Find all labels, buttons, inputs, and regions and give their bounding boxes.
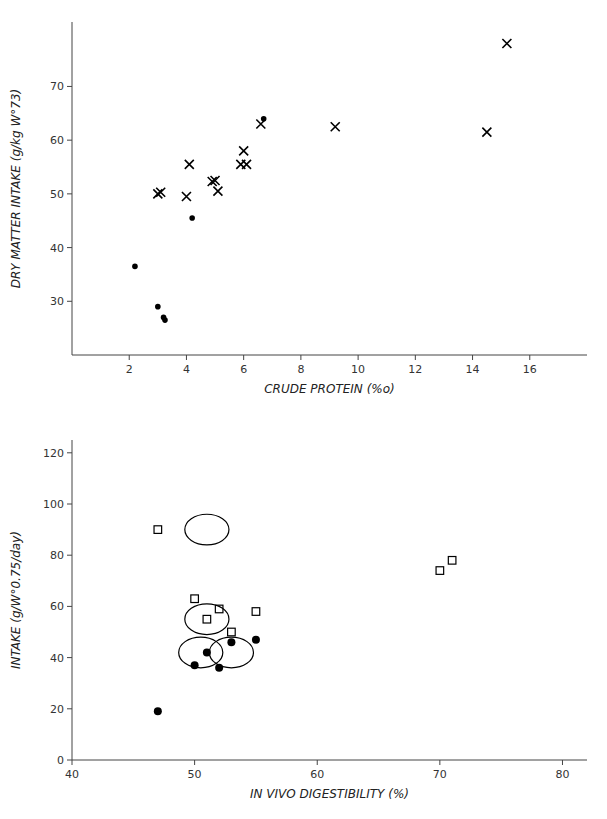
x-tick-label: 80 bbox=[555, 768, 569, 781]
circled-point bbox=[185, 514, 229, 545]
x-tick-label: 50 bbox=[188, 768, 202, 781]
x-tick bbox=[300, 355, 301, 360]
y-axis-label: INTAKE (g/W°0.75/day) bbox=[9, 531, 23, 669]
x-tick-label: 10 bbox=[351, 363, 365, 376]
x-axis-line bbox=[72, 355, 587, 356]
point bbox=[211, 176, 220, 185]
y-axis-label: DRY MATTER INTAKE (g/kg W°73) bbox=[9, 89, 23, 289]
x-axis-label: CRUDE PROTEIN (%o) bbox=[264, 382, 395, 396]
x-tick-label: 6 bbox=[240, 363, 247, 376]
x-axis-line bbox=[72, 760, 587, 761]
figure: 2 4 6 8 10 12 14 16 30 40 50 60 70 CRUDE PROTEIN (%o)… bbox=[0, 0, 607, 819]
x-tick-label: 40 bbox=[65, 768, 79, 781]
y-tick bbox=[67, 86, 72, 87]
point bbox=[242, 160, 251, 169]
x-tick bbox=[439, 760, 440, 765]
point bbox=[239, 146, 248, 155]
circled-point bbox=[209, 637, 253, 668]
point bbox=[482, 128, 491, 137]
x-tick bbox=[562, 760, 563, 765]
x-tick-label: 12 bbox=[408, 363, 422, 376]
y-tick-label: 80 bbox=[50, 549, 64, 562]
point bbox=[189, 215, 195, 221]
y-tick-label: 0 bbox=[57, 754, 64, 767]
point bbox=[213, 187, 222, 196]
y-tick-label: 70 bbox=[50, 80, 64, 93]
point bbox=[132, 264, 138, 270]
y-tick bbox=[67, 504, 72, 505]
point bbox=[156, 188, 165, 197]
y-tick bbox=[67, 657, 72, 658]
chart: 40 50 60 70 80 0 20 40 60 80 100 120 IN VIVO DIGESTI… bbox=[9, 440, 587, 801]
point bbox=[227, 638, 235, 646]
y-tick-label: 60 bbox=[50, 134, 64, 147]
y-tick-label: 30 bbox=[50, 295, 64, 308]
y-axis-line bbox=[72, 440, 73, 760]
y-tick-label: 40 bbox=[50, 652, 64, 665]
point bbox=[155, 304, 161, 310]
y-tick-label: 60 bbox=[50, 600, 64, 613]
y-tick bbox=[67, 452, 72, 453]
plot-area bbox=[132, 39, 511, 323]
y-tick bbox=[67, 140, 72, 141]
point bbox=[203, 615, 211, 623]
point bbox=[191, 595, 199, 603]
y-tick bbox=[67, 760, 72, 761]
x-tick bbox=[194, 760, 195, 765]
y-tick-label: 120 bbox=[43, 447, 64, 460]
x-tick bbox=[72, 760, 73, 765]
point bbox=[448, 557, 456, 565]
x-tick-label: 70 bbox=[433, 768, 447, 781]
point bbox=[228, 628, 236, 636]
x-tick bbox=[186, 355, 187, 360]
y-tick bbox=[67, 606, 72, 607]
x-tick-label: 4 bbox=[183, 363, 190, 376]
x-tick bbox=[317, 760, 318, 765]
point bbox=[436, 567, 444, 575]
y-tick-label: 40 bbox=[50, 242, 64, 255]
point bbox=[154, 707, 162, 715]
y-tick-label: 20 bbox=[50, 703, 64, 716]
y-axis-line bbox=[72, 22, 73, 355]
x-tick bbox=[358, 355, 359, 360]
point bbox=[154, 526, 162, 534]
y-tick bbox=[67, 193, 72, 194]
x-tick bbox=[529, 355, 530, 360]
point bbox=[153, 189, 162, 198]
point bbox=[182, 192, 191, 201]
point bbox=[162, 317, 168, 323]
point bbox=[502, 39, 511, 48]
point bbox=[261, 116, 267, 122]
x-tick-label: 14 bbox=[466, 363, 480, 376]
point bbox=[331, 122, 340, 131]
x-tick bbox=[472, 355, 473, 360]
x-tick-label: 60 bbox=[310, 768, 324, 781]
x-tick-label: 16 bbox=[523, 363, 537, 376]
x-tick-label: 2 bbox=[126, 363, 133, 376]
x-tick bbox=[415, 355, 416, 360]
y-tick bbox=[67, 301, 72, 302]
circled-point bbox=[185, 604, 229, 635]
y-tick bbox=[67, 555, 72, 556]
chart: 2 4 6 8 10 12 14 16 30 40 50 60 70 CRUDE PROTEIN (%o)… bbox=[9, 22, 587, 396]
y-tick-label: 50 bbox=[50, 188, 64, 201]
point bbox=[252, 636, 260, 644]
point bbox=[185, 160, 194, 169]
x-tick bbox=[243, 355, 244, 360]
y-tick bbox=[67, 247, 72, 248]
plot-area bbox=[154, 514, 456, 715]
y-tick-label: 100 bbox=[43, 498, 64, 511]
x-tick-label: 8 bbox=[297, 363, 304, 376]
point bbox=[252, 608, 260, 616]
x-tick bbox=[129, 355, 130, 360]
x-axis-label: IN VIVO DIGESTIBILITY (%) bbox=[250, 787, 409, 801]
y-tick bbox=[67, 708, 72, 709]
